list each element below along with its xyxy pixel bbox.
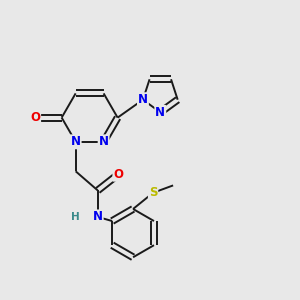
Text: N: N (138, 93, 148, 106)
Text: N: N (155, 106, 165, 119)
Text: H: H (71, 212, 80, 222)
Text: O: O (30, 111, 40, 124)
Text: S: S (149, 186, 157, 199)
Text: N: N (71, 135, 81, 148)
Text: N: N (99, 135, 109, 148)
Text: N: N (93, 210, 103, 224)
Text: O: O (113, 168, 123, 181)
